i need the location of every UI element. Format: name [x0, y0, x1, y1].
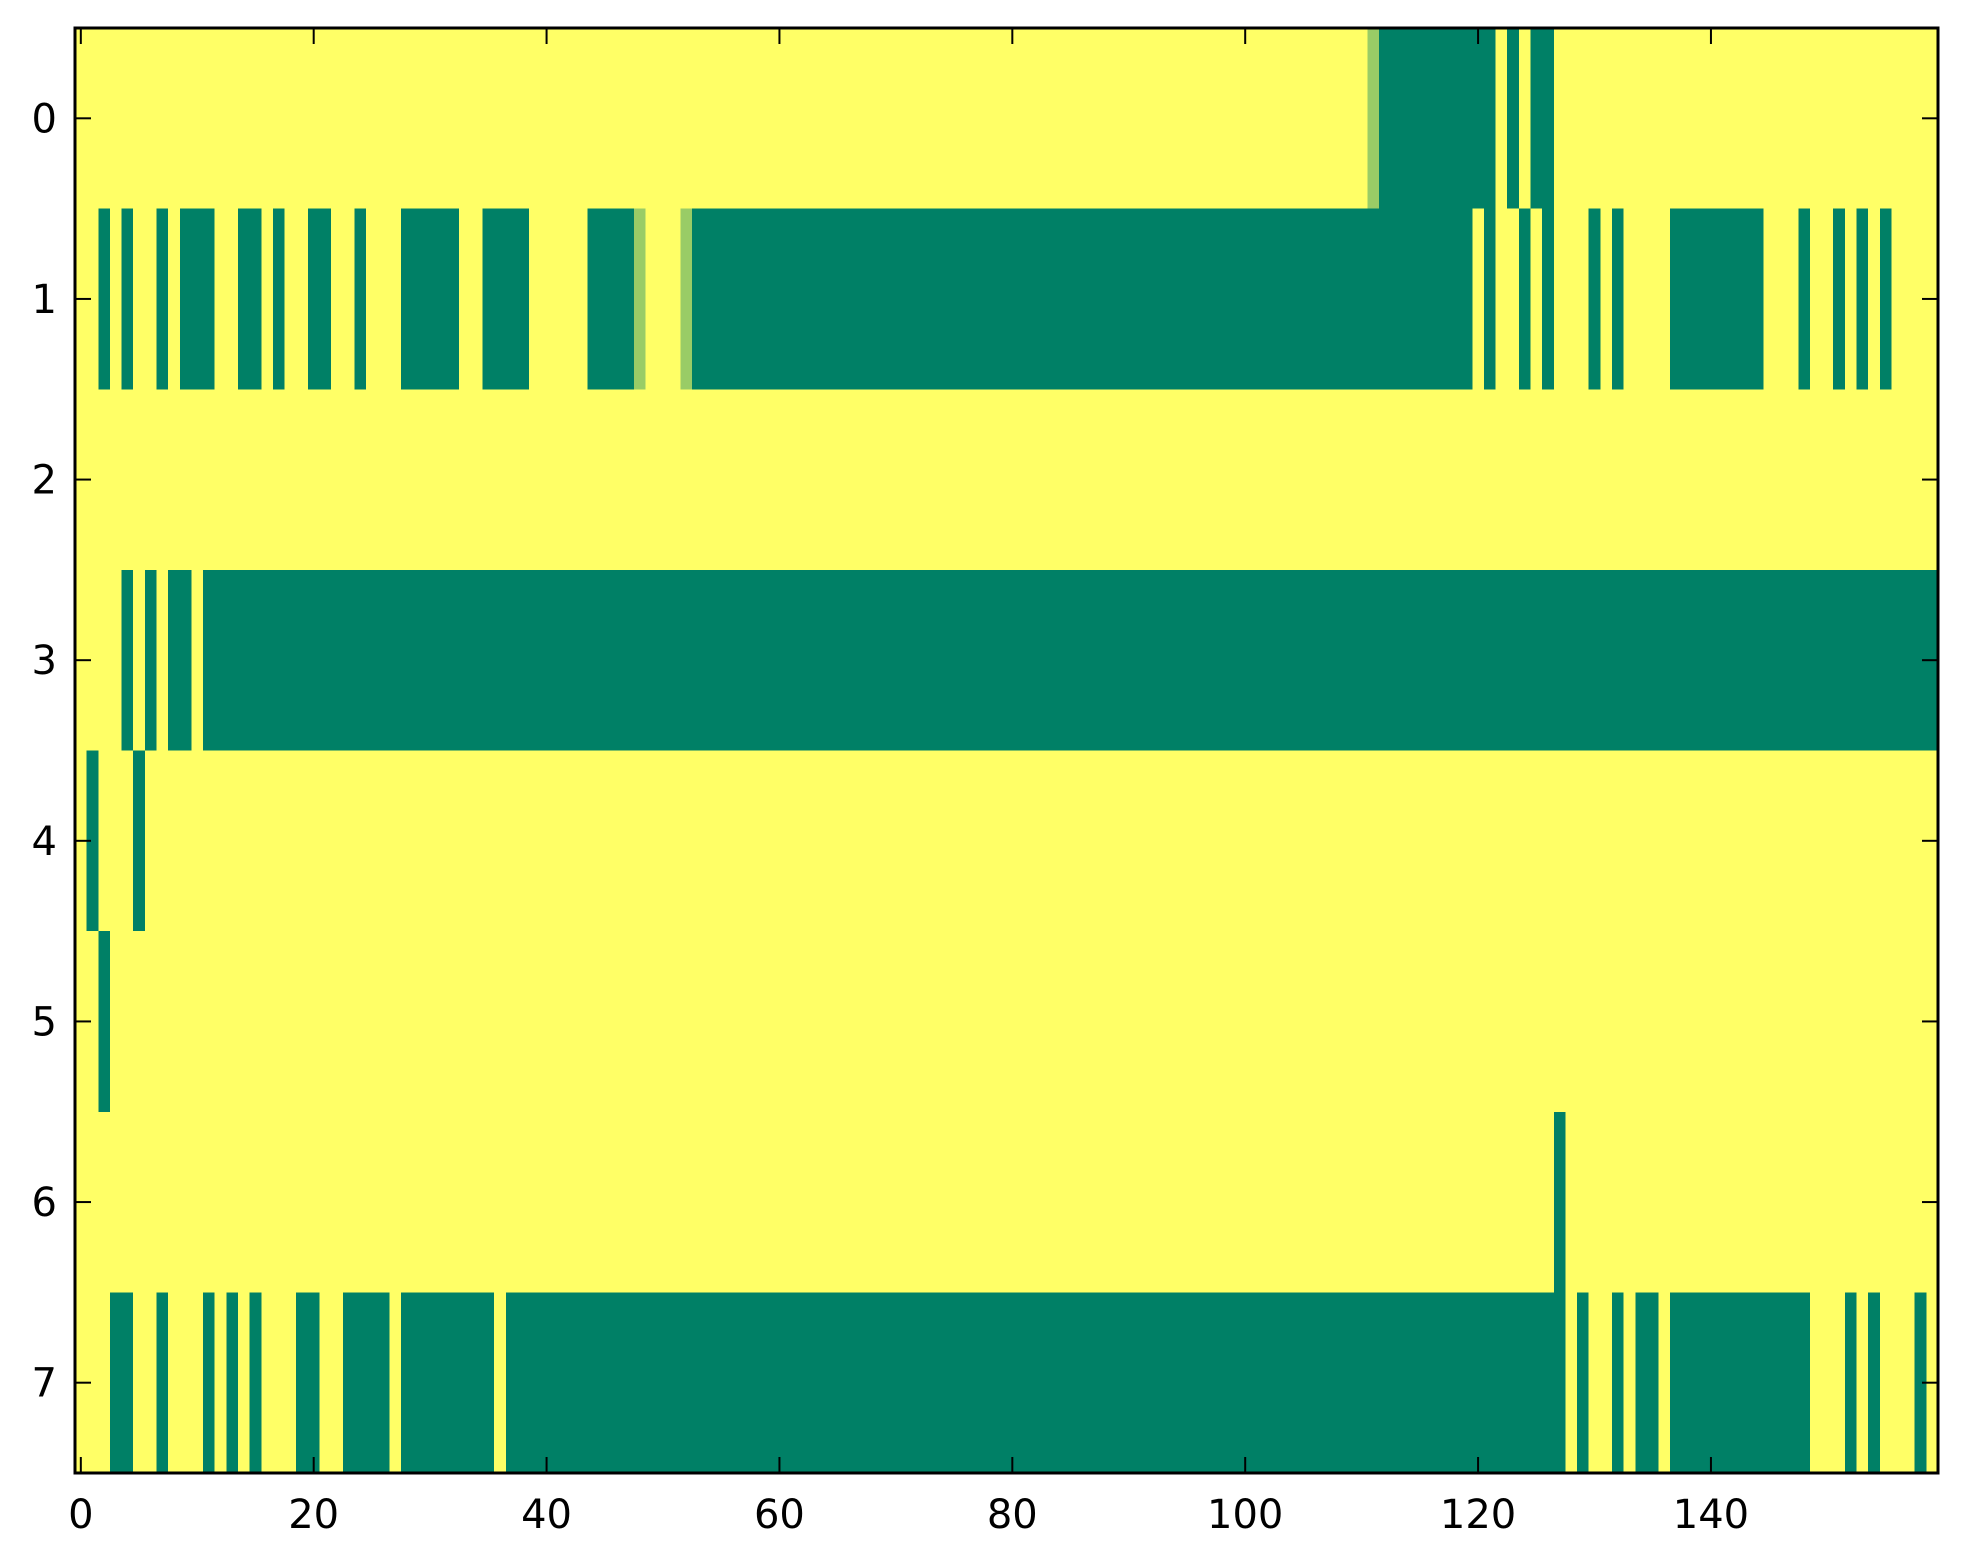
y-tick-label: 0 [32, 96, 57, 142]
heatmap-cell-run [1588, 208, 1601, 390]
heatmap-cell-run [633, 208, 646, 390]
heatmap-cell-run [226, 1292, 239, 1473]
heatmap-cell-run [1483, 208, 1496, 390]
heatmap-cell-run [1379, 28, 1496, 209]
x-tick-label: 20 [288, 1492, 339, 1538]
heatmap-cell-run [692, 208, 1473, 390]
heatmap-cell-run [1367, 28, 1380, 209]
y-tick-label: 6 [32, 1180, 57, 1226]
y-tick-label: 5 [32, 999, 57, 1045]
heatmap-cell-run [1856, 208, 1869, 390]
heatmap-cell-run [121, 208, 134, 390]
y-tick-label: 7 [32, 1361, 57, 1407]
y-tick-label: 3 [32, 638, 57, 684]
heatmap-cell-run [133, 750, 145, 932]
heatmap-cell-run [1542, 208, 1554, 390]
heatmap-cell-run [121, 569, 134, 751]
heatmap-cell-run [203, 569, 1938, 751]
x-tick-label: 100 [1207, 1492, 1283, 1538]
axis-tick-labels: 0 20 40 60 80 100 120 140 0 1 2 3 4 5 6 7 [32, 96, 1750, 1538]
x-tick-label: 60 [754, 1492, 805, 1538]
heatmap-cell-run [1577, 1292, 1589, 1473]
heatmap-cell-run [1833, 208, 1845, 390]
heatmap-cell-run [1879, 208, 1892, 390]
heatmap-cell-run [1553, 1111, 1566, 1293]
heatmap-cell-run [156, 1292, 169, 1473]
heatmap-cell-run [168, 569, 192, 751]
heatmap-cell-run [1518, 208, 1531, 390]
heatmap-cell-run [156, 208, 169, 390]
heatmap-cell-run [1844, 1292, 1857, 1473]
y-tick-label: 1 [32, 277, 57, 323]
heatmap-cell-run [203, 1292, 215, 1473]
y-tick-label: 2 [32, 458, 57, 504]
heatmap-cell-run [296, 1292, 320, 1473]
heatmap-cell-run [401, 208, 460, 390]
heatmap-cell-run [1611, 1292, 1624, 1473]
heatmap-cell-run [1728, 208, 1764, 390]
heatmap-cell-run [1507, 28, 1519, 209]
heatmap-cell-run [179, 208, 215, 390]
heatmap-cell-run [1798, 208, 1810, 390]
heatmap-cell-run [98, 931, 110, 1112]
heatmap-cell-run [342, 1292, 390, 1473]
x-tick-label: 0 [68, 1492, 93, 1538]
heatmap-cell-run [401, 1292, 495, 1473]
y-tick-label: 4 [32, 819, 57, 865]
heatmap-cell-run [1530, 28, 1554, 209]
heatmap-cells [86, 28, 1938, 1473]
heatmap-cell-run [86, 750, 99, 932]
x-tick-label: 40 [521, 1492, 572, 1538]
heatmap-cell-run [1670, 208, 1729, 390]
heatmap-cell-run [272, 208, 285, 390]
heatmap-cell-run [680, 208, 693, 390]
heatmap-cell-run [109, 1292, 134, 1473]
x-tick-label: 140 [1673, 1492, 1749, 1538]
heatmap-cell-run [1868, 1292, 1880, 1473]
axis-ticks [75, 28, 1938, 1473]
heatmap-cell-run [238, 208, 262, 390]
heatmap-cell-run [98, 208, 110, 390]
heatmap-cell-run [249, 1292, 262, 1473]
heatmap-cell-run [1670, 1292, 1810, 1473]
heatmap-cell-run [587, 208, 634, 390]
heatmap-cell-run [1611, 208, 1624, 390]
plot-frame [73, 26, 1940, 1475]
heatmap-cell-run [307, 208, 332, 390]
x-tick-label: 80 [987, 1492, 1038, 1538]
x-tick-label: 120 [1440, 1492, 1516, 1538]
heatmap-cell-run [144, 569, 157, 751]
heatmap-cell-run [1914, 1292, 1927, 1473]
heatmap-cell-run [354, 208, 367, 390]
heatmap-cell-run [505, 1292, 1566, 1473]
heatmap-cell-run [482, 208, 530, 390]
heatmap-cell-run [1635, 1292, 1659, 1473]
